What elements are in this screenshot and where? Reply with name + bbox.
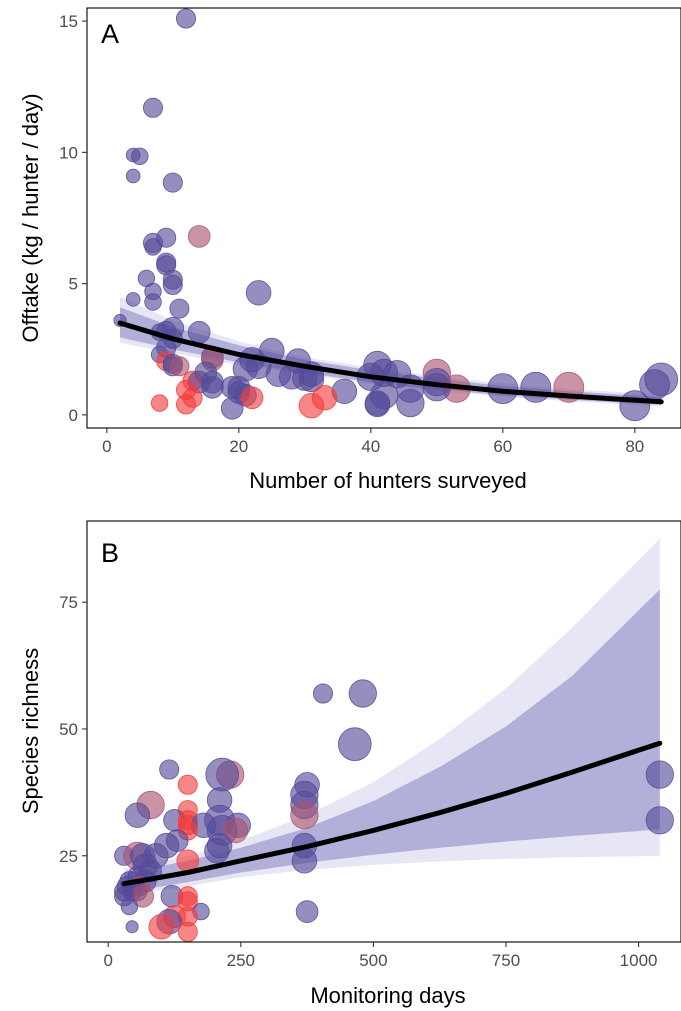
panel-b-border [86,520,681,943]
panel-b-data-point [120,897,139,916]
panel-b-data-point [204,838,230,864]
panel-a-fit-line-group [117,320,664,405]
panel-a-x-tick-label: 40 [361,437,380,456]
panel-b: 0 250 500 750 1000 25 50 75 B Monitoring days S… [18,520,681,1008]
panel-b-x-tick-label: 0 [103,951,112,970]
panel-b-x-tick-label: 500 [359,951,387,970]
panel-b-fit-line [121,740,663,887]
panel-b-data-point [148,914,175,940]
panel-a-data-point [162,172,183,193]
panel-b-x-tick-label: 250 [227,951,255,970]
panel-a-data-point [520,371,552,403]
panel-a-data-point [175,8,196,29]
panel-a-border [86,7,681,429]
panel-a-y-tick-label: 0 [69,406,78,425]
panel-a: 0 20 40 60 80 0 5 10 15 A Number of hunters surv… [18,7,681,493]
panel-b-data-point [124,802,151,828]
panel-a-inner-band [120,307,662,405]
panel-a-data-point [144,238,162,256]
panel-b-data-point [125,920,139,934]
panel-a-y-tick-label: 5 [69,275,78,294]
panel-a-data-point [142,97,163,118]
panel-b-data-point [645,806,674,835]
panel-a-y-tick-label: 10 [59,143,78,162]
panel-a-data-point [396,388,425,418]
panel-b-data-point [295,900,319,923]
panel-b-data-point [312,683,333,704]
panel-a-ticks: 0 20 40 60 80 0 5 10 15 [59,12,644,456]
panel-b-confidence-bands [124,538,660,897]
panel-a-data-point [169,356,190,377]
panel-a-data-point [144,293,162,311]
panel-a-data-point [298,393,325,419]
panel-a-data-point [201,375,224,399]
panel-b-data-point [348,679,377,708]
panel-b-ticks: 0 250 500 750 1000 25 50 75 [59,593,657,970]
panel-a-x-tick-label: 60 [493,437,512,456]
panel-b-data-point [177,921,198,942]
panel-a-data-point [220,396,244,420]
panel-b-x-tick-label: 750 [492,951,520,970]
panel-a-x-tick-label: 20 [229,437,248,456]
panel-b-x-axis-title: Monitoring days [310,983,465,1008]
panel-a-data-point [162,274,183,295]
panel-b-x-tick-label: 1000 [620,951,658,970]
panel-b-y-axis-title: Species richness [18,648,43,814]
panel-a-data-point [150,394,169,412]
panel-a-y-tick-label: 15 [59,12,78,31]
panel-a-x-tick-label: 0 [102,437,111,456]
panel-b-y-tick-label: 75 [59,593,78,612]
panel-a-fit-line [117,320,664,405]
panel-a-label: A [101,19,119,49]
panel-a-data-point [187,320,211,344]
panel-b-label: B [101,538,119,568]
panel-a-x-tick-label: 80 [625,437,644,456]
panel-b-data-point [222,817,249,844]
panel-b-data-point [205,757,240,792]
panel-a-data-point [125,168,141,184]
panel-a-y-axis-title: Offtake (kg / hunter / day) [18,93,43,342]
panel-b-data-point [337,727,372,761]
panel-b-data-point [645,760,674,789]
panel-a-x-axis-title: Number of hunters surveyed [249,468,527,493]
panel-b-data-point [177,774,198,795]
panel-b-y-tick-label: 50 [59,720,78,739]
panel-a-data-point [175,394,196,415]
panel-a-data-point [240,386,264,410]
panel-a-data-point [364,391,391,418]
panel-a-data-point [644,362,678,397]
panel-a-data-point [245,280,272,306]
panel-a-data-point [169,298,190,319]
panel-a-data-point [131,147,149,166]
panel-b-inner-band [124,589,660,893]
panel-a-data-point [187,225,211,248]
panel-b-fit-line-group [121,740,663,887]
panel-b-data-point [291,848,318,874]
panel-b-y-tick-label: 25 [59,847,78,866]
panel-b-data-point [159,759,180,780]
panel-a-data-point [125,292,141,307]
panel-b-data-point [290,801,319,830]
